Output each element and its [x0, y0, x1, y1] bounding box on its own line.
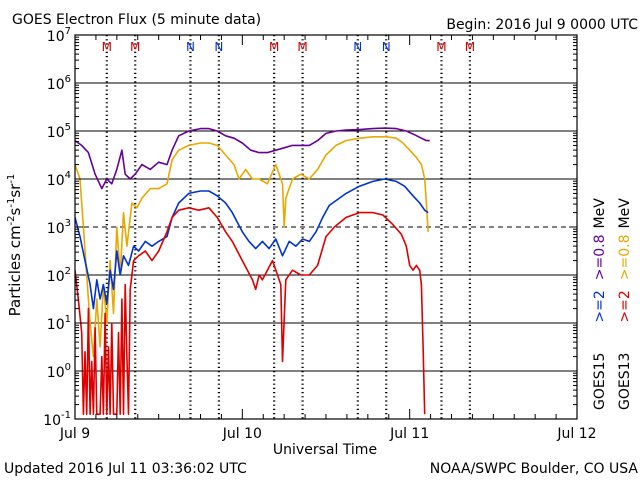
x-axis-ticks: Jul 9 Jul 10 Jul 11 Jul 12 [59, 35, 597, 442]
local-time-marker-n: N [353, 40, 362, 54]
local-time-marker-m: M [465, 40, 475, 54]
y-tick-label: 100 [47, 362, 71, 381]
y-tick-label: 104 [47, 170, 71, 189]
y-tick-label: 10-1 [43, 410, 71, 429]
local-time-marker-n: N [186, 40, 195, 54]
legend: GOES15>=2>=0.8MeV GOES13>=2>=0.8MeV [592, 198, 633, 410]
series-goes15-0-8-mev [75, 127, 430, 190]
x-tick-label: Jul 9 [59, 426, 90, 442]
y-tick-label: 105 [47, 122, 71, 141]
y-tick-label: 102 [47, 266, 71, 285]
y-tick-label: 101 [47, 314, 71, 333]
x-tick-label: Jul 12 [556, 426, 596, 442]
data-series [75, 127, 430, 415]
y-tick-label: 106 [47, 74, 71, 93]
series-goes15-2-mev [75, 178, 429, 310]
begin-time-label: Begin: 2016 Jul 9 0000 UTC [446, 17, 638, 33]
credit-label: NOAA/SWPC Boulder, CO USA [430, 461, 639, 477]
local-time-marker-m: M [102, 40, 112, 54]
grid-lines [75, 35, 577, 419]
local-time-marker-m: M [297, 40, 307, 54]
series-goes13-2-mev [75, 207, 426, 415]
updated-timestamp: Updated 2016 Jul 11 03:36:02 UTC [4, 461, 247, 477]
x-tick-label: Jul 11 [389, 426, 429, 442]
series-goes13-0-8-mev [75, 136, 429, 358]
local-time-marker-m: M [130, 40, 140, 54]
local-time-marker-m: M [436, 40, 446, 54]
y-axis-label: Particles cm-2s-1sr-1 [6, 174, 24, 317]
x-axis-label: Universal Time [273, 442, 377, 458]
local-time-marker-m: M [269, 40, 279, 54]
y-tick-label: 103 [47, 218, 71, 237]
legend-goes13: GOES13>=2>=0.8MeV [617, 198, 633, 410]
y-tick-label: 107 [47, 26, 71, 45]
local-time-marker-n: N [382, 40, 391, 54]
legend-goes15: GOES15>=2>=0.8MeV [592, 198, 608, 410]
local-time-marker-n: N [214, 40, 223, 54]
chart-title: GOES Electron Flux (5 minute data) [12, 12, 261, 28]
x-tick-label: Jul 10 [222, 426, 262, 442]
y-axis-ticks: 107 106 105 104 103 102 101 100 10-1 [43, 26, 577, 429]
